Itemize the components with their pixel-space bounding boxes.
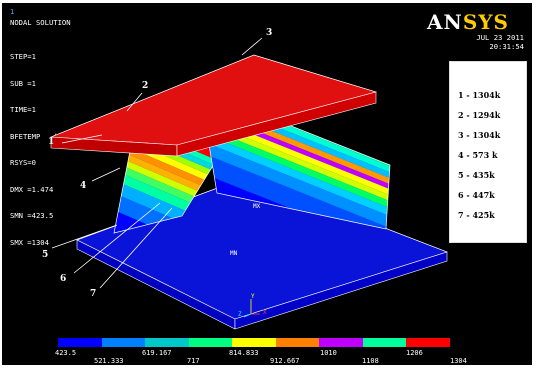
colorbar-segment: [362, 338, 407, 347]
status-dmx: DMX =1.474: [10, 184, 54, 194]
colorbar-label: 619.167: [142, 349, 172, 357]
max-node-label: MX: [253, 203, 261, 210]
status-sub: SUB =1: [10, 78, 36, 88]
callout-leaders: [51, 37, 263, 289]
colorbar-label: 717: [187, 357, 200, 365]
annotation-legend: 1 - 1304k 2 - 1294k 3 - 1304k 4 - 573 k …: [449, 61, 527, 243]
colorbar-label: 521.333: [94, 357, 124, 365]
colorbar-segment: [145, 338, 189, 347]
colorbar-segment: [406, 338, 450, 347]
colorbar-label: 1010: [320, 349, 337, 357]
colorbar-label: 1108: [362, 357, 379, 365]
legend-item-2: 2 - 1294k: [458, 110, 501, 120]
colorbar-label: 814.833: [229, 349, 259, 357]
graphics-viewport[interactable]: 1 NODAL SOLUTION STEP=1 SUB =1 TIME=1 BF…: [2, 3, 532, 365]
colorbar-segment: [232, 338, 276, 347]
model-view[interactable]: [2, 3, 532, 365]
contour-colorbar: [58, 338, 450, 347]
colorbar-segment: [275, 338, 320, 347]
date-display: JUL 23 2011: [476, 33, 524, 42]
callout-7: 7: [90, 289, 97, 299]
callout-3: 3: [266, 28, 273, 38]
time-display: 20:31:54: [489, 42, 524, 51]
axis-y-label: Y: [251, 293, 255, 300]
status-time: TIME=1: [10, 105, 36, 114]
callout-6: 6: [60, 274, 67, 284]
colorbar-segment: [101, 338, 146, 347]
colorbar-segment: [58, 338, 102, 347]
axis-x-label: X: [263, 309, 267, 316]
status-smn: SMN =423.5: [10, 211, 54, 220]
callout-5: 5: [42, 250, 49, 260]
colorbar-segment: [319, 338, 363, 347]
ansys-logo-prefix: AN: [427, 10, 463, 34]
colorbar-label: 912.667: [270, 357, 300, 365]
window-number: 1: [10, 8, 15, 16]
status-list: STEP=1 SUB =1 TIME=1 BFETEMP (AVG) RSYS=…: [10, 35, 75, 265]
colorbar-segment: [188, 338, 233, 347]
callout-4: 4: [80, 181, 87, 191]
coordinate-triad: [243, 299, 260, 318]
colorbar-label: 1304: [450, 357, 467, 365]
ansys-logo-suffix: SYS: [462, 10, 509, 34]
callout-1: 1: [48, 137, 55, 147]
status-smx: SMX =1304: [10, 237, 49, 247]
top-plate: [50, 54, 378, 157]
status-step: STEP=1: [10, 52, 36, 61]
status-rsys: RSYS=0: [10, 158, 36, 167]
ansys-logo: ANSYS: [427, 10, 509, 34]
colorbar-label: 1206: [406, 349, 423, 357]
legend-item-7: 7 - 425k: [458, 210, 495, 220]
legend-item-5: 5 - 435k: [458, 170, 495, 180]
axis-z-label: Z: [238, 311, 242, 318]
legend-item-4: 4 - 573 k: [458, 150, 498, 160]
min-node-label: MN: [230, 250, 238, 257]
legend-item-3: 3 - 1304k: [458, 130, 501, 140]
solution-title: NODAL SOLUTION: [10, 18, 71, 27]
legend-item-1: 1 - 1304k: [458, 90, 501, 100]
legend-item-6: 6 - 447k: [458, 190, 495, 200]
callout-2: 2: [142, 81, 149, 91]
colorbar-label: 423.5: [55, 349, 77, 357]
